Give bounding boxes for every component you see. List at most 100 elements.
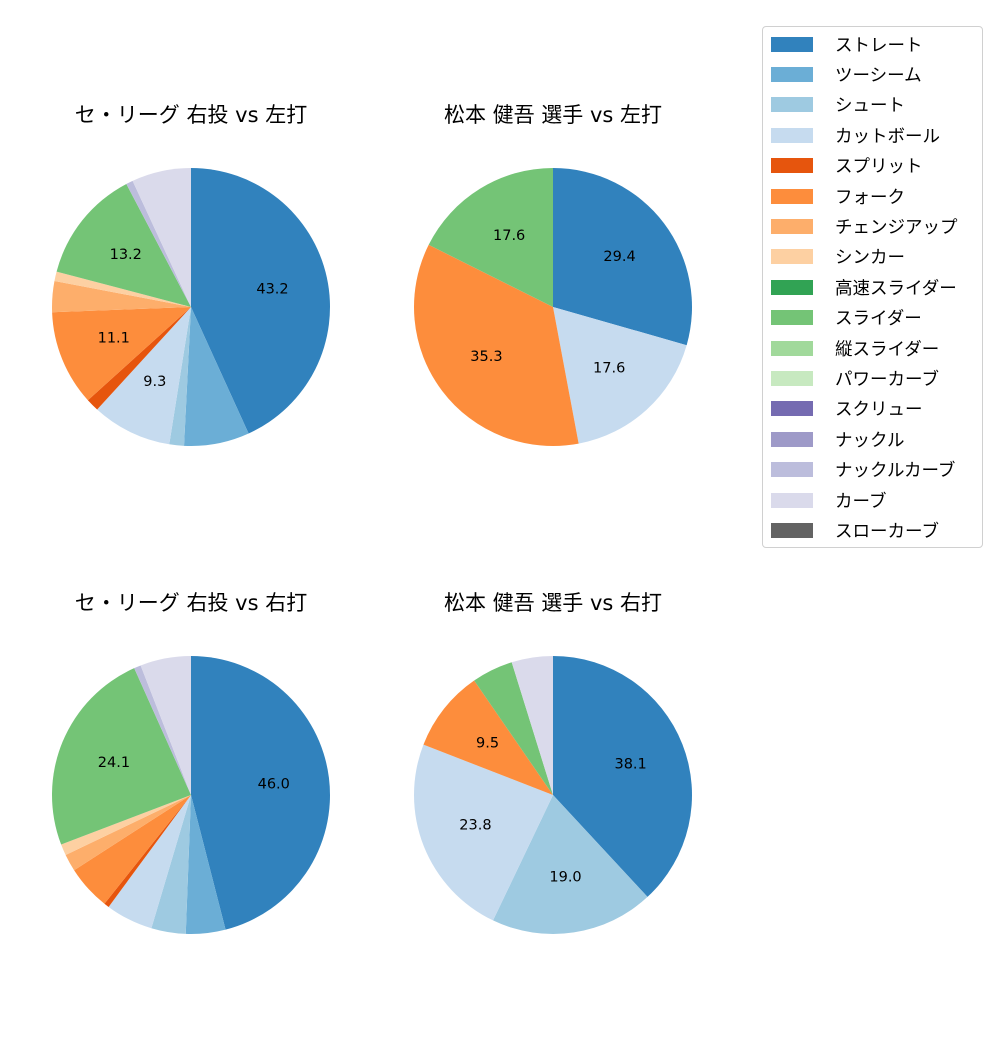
slice-value-label: 29.4: [603, 249, 635, 265]
pie-chart: 29.4 17.6 35.3 17.6: [414, 168, 692, 446]
legend-label: パワーカーブ: [835, 369, 939, 390]
legend-swatch: [771, 97, 813, 113]
legend-label: スローカーブ: [835, 521, 939, 542]
legend-item: ストレート: [771, 31, 923, 57]
legend-label: スライダー: [835, 309, 922, 330]
pie-slice: [414, 244, 579, 446]
slice-value-label: 35.3: [470, 349, 502, 365]
legend-swatch: [771, 522, 813, 538]
legend-swatch: [771, 127, 813, 143]
legend-label: ツーシーム: [835, 65, 922, 86]
legend-item: カーブ: [771, 487, 886, 513]
legend-item: チェンジアップ: [771, 213, 958, 239]
legend-swatch: [771, 310, 813, 326]
legend-item: ナックル: [771, 426, 904, 452]
legend-label: ナックルカーブ: [835, 461, 956, 482]
pie-panel-player-vs-left: 松本 健吾 選手 vs 左打 29.4 17.6 35.3 17.6: [373, 100, 733, 570]
pie-slice: [87, 307, 191, 410]
chart-title: 松本 健吾 選手 vs 右打: [443, 591, 663, 615]
legend-swatch: [771, 249, 813, 265]
pie-slice: [97, 307, 191, 445]
legend-swatch: [771, 188, 813, 204]
slice-value-label: 24.1: [98, 755, 130, 771]
pie-slice: [61, 795, 191, 855]
slice-value-label: 9.5: [476, 735, 499, 751]
legend-label: シンカー: [835, 248, 905, 269]
pie-slice: [52, 307, 192, 401]
legend-item: フォーク: [771, 183, 905, 209]
legend-item: スライダー: [771, 305, 922, 331]
pie-slice: [104, 795, 191, 907]
legend-item: カットボール: [771, 122, 940, 148]
pie-chart: 43.2 9.3 11.1 13.2: [52, 168, 330, 446]
legend-label: チェンジアップ: [835, 217, 958, 238]
pie-slice: [493, 795, 648, 934]
legend-swatch: [771, 218, 813, 234]
legend: ストレートツーシームシュートカットボールスプリットフォークチェンジアップ シンカー…: [762, 26, 983, 548]
legend-label: カットボール: [835, 126, 940, 147]
legend-label: スクリュー: [835, 400, 923, 421]
legend-swatch: [771, 370, 813, 386]
legend-label: ナックル: [835, 430, 905, 451]
pie-slice: [511, 656, 553, 795]
legend-swatch: [771, 158, 813, 174]
legend-label: ストレート: [835, 35, 923, 56]
pie-slice: [428, 168, 553, 307]
pie-slice: [74, 795, 191, 904]
pie-chart: 46.0 24.1: [52, 656, 330, 934]
legend-item: スローカーブ: [771, 517, 939, 543]
pie-slice: [185, 795, 226, 934]
pie-slice: [191, 168, 330, 434]
pie-slice: [191, 656, 330, 930]
legend-swatch: [771, 340, 813, 356]
pie-panel-league-vs-left: セ・リーグ 右投 vs 左打 43.2 9.3 11.1 13.2: [11, 100, 371, 570]
slice-value-label: 23.8: [459, 818, 491, 834]
legend-item: ナックルカーブ: [771, 457, 955, 483]
legend-item: 高速スライダー: [771, 274, 957, 300]
legend-label: シュート: [835, 96, 905, 117]
legend-label: カーブ: [835, 491, 887, 512]
pie-slice: [54, 271, 192, 307]
pie-slice: [140, 656, 191, 795]
legend-item: スクリュー: [771, 396, 923, 422]
slice-value-label: 13.2: [110, 247, 142, 263]
pie-slice: [56, 183, 191, 307]
pie-panel-league-vs-right: セ・リーグ 右投 vs 右打 46.0 24.1: [11, 588, 371, 1058]
legend-item: ツーシーム: [771, 61, 922, 87]
chart-title: セ・リーグ 右投 vs 左打: [74, 103, 308, 127]
slice-value-label: 43.2: [256, 281, 288, 297]
legend-label: 縦スライダー: [835, 339, 940, 360]
pie-panel-player-vs-right: 松本 健吾 選手 vs 右打 38.1 19.0 23.8 9.5: [373, 588, 733, 1058]
pie-slice: [184, 307, 249, 446]
pie-slice: [151, 795, 191, 934]
legend-swatch: [771, 279, 813, 295]
pie-slice: [108, 795, 191, 929]
pie-slice: [553, 307, 687, 444]
pie-slice: [52, 668, 191, 845]
pie-slice: [52, 280, 191, 313]
pie-slice: [423, 680, 553, 795]
slice-value-label: 19.0: [549, 869, 581, 885]
pie-slice: [169, 307, 191, 446]
pie-slice: [65, 795, 191, 871]
chart-title: 松本 健吾 選手 vs 左打: [443, 103, 663, 127]
legend-item: シンカー: [771, 244, 905, 270]
legend-swatch: [771, 492, 813, 508]
legend-swatch: [771, 401, 813, 417]
legend-label: フォーク: [835, 187, 905, 208]
slice-value-label: 17.6: [493, 228, 525, 244]
slice-value-label: 46.0: [258, 777, 290, 793]
legend-label: 高速スライダー: [835, 278, 957, 299]
chart-title: セ・リーグ 右投 vs 右打: [74, 591, 308, 615]
slice-value-label: 38.1: [614, 757, 646, 773]
legend-swatch: [771, 431, 813, 447]
slice-value-label: 11.1: [98, 330, 130, 346]
legend-item: パワーカーブ: [771, 365, 939, 391]
pie-slice: [553, 656, 692, 897]
legend-swatch: [771, 36, 813, 52]
pie-slice: [474, 662, 553, 795]
pie-slice: [414, 744, 553, 921]
legend-item: スプリット: [771, 153, 923, 179]
legend-swatch: [771, 66, 813, 82]
slice-value-label: 9.3: [143, 374, 166, 390]
